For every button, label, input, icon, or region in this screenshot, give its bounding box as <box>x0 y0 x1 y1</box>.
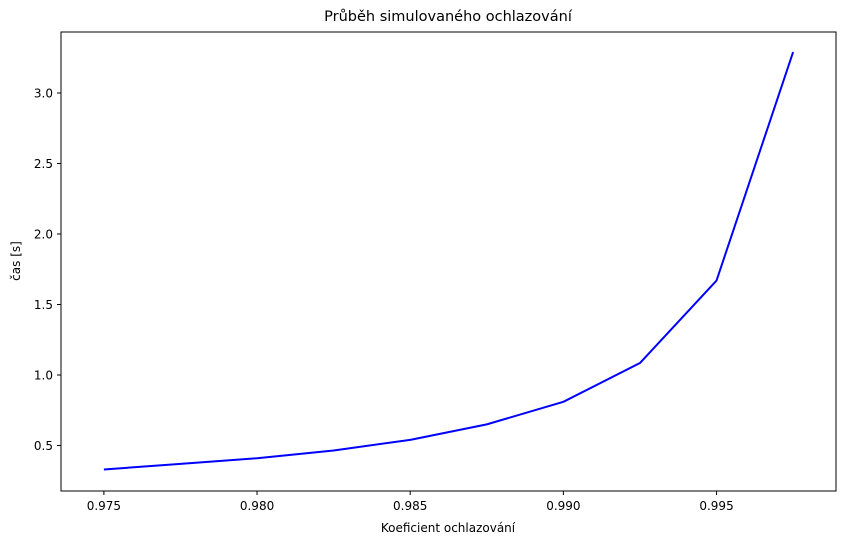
x-tick-label: 0.975 <box>87 499 121 513</box>
axes-frame <box>60 31 837 492</box>
x-tick-label: 0.980 <box>240 499 274 513</box>
y-tick-label: 1.0 <box>34 369 53 383</box>
y-tick-label: 1.5 <box>34 298 53 312</box>
x-tick-label: 0.995 <box>699 499 733 513</box>
x-axis-label: Koeficient ochlazování <box>381 521 516 535</box>
y-tick-label: 0.5 <box>34 439 53 453</box>
x-tick-label: 0.990 <box>546 499 580 513</box>
y-axis-label: čas [s] <box>9 241 23 281</box>
plot-area: 0.975 0.980 0.985 0.990 0.995 0.5 1.0 1.5 2.0 2.5… <box>34 31 837 513</box>
y-tick-label: 3.0 <box>34 86 53 100</box>
y-tick-label: 2.0 <box>34 228 53 242</box>
series-line <box>103 51 795 471</box>
chart-title: Průběh simulovaného ochlazování <box>324 9 573 25</box>
y-tick-label: 2.5 <box>34 157 53 171</box>
x-tick-label: 0.985 <box>393 499 427 513</box>
